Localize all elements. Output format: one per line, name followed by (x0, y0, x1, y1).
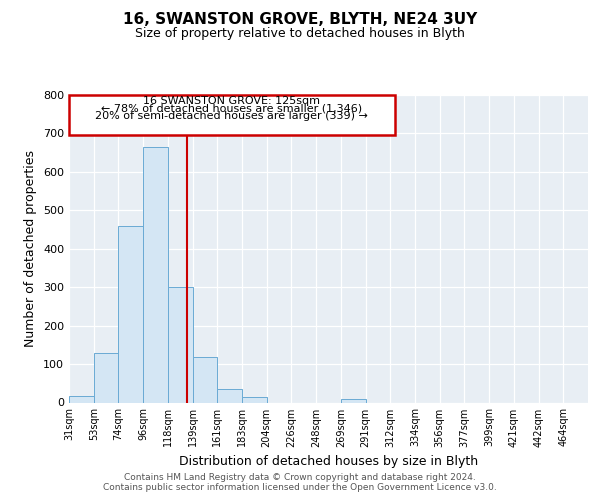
Bar (341, 399, 365, 402)
Text: 16, SWANSTON GROVE, BLYTH, NE24 3UY: 16, SWANSTON GROVE, BLYTH, NE24 3UY (123, 12, 477, 28)
Text: Contains public sector information licensed under the Open Government Licence v3: Contains public sector information licen… (103, 484, 497, 492)
X-axis label: Distribution of detached houses by size in Blyth: Distribution of detached houses by size … (179, 455, 478, 468)
Bar (217, 388, 242, 402)
Text: 16 SWANSTON GROVE: 125sqm: 16 SWANSTON GROVE: 125sqm (143, 96, 320, 106)
Text: Contains HM Land Registry data © Crown copyright and database right 2024.: Contains HM Land Registry data © Crown c… (124, 474, 476, 482)
Y-axis label: Number of detached properties: Number of detached properties (25, 150, 37, 347)
Bar (118, 226, 143, 402)
Bar (168, 287, 193, 403)
Text: ← 78% of detached houses are smaller (1,346): ← 78% of detached houses are smaller (1,… (101, 104, 362, 114)
Bar (69, 95, 395, 134)
Bar (94, 354, 118, 403)
Bar (193, 357, 217, 403)
Bar (69, 396, 94, 402)
Text: Size of property relative to detached houses in Blyth: Size of property relative to detached ho… (135, 28, 465, 40)
Text: 20% of semi-detached houses are larger (339) →: 20% of semi-detached houses are larger (… (95, 111, 368, 121)
Bar (143, 147, 168, 403)
Bar (242, 397, 267, 402)
